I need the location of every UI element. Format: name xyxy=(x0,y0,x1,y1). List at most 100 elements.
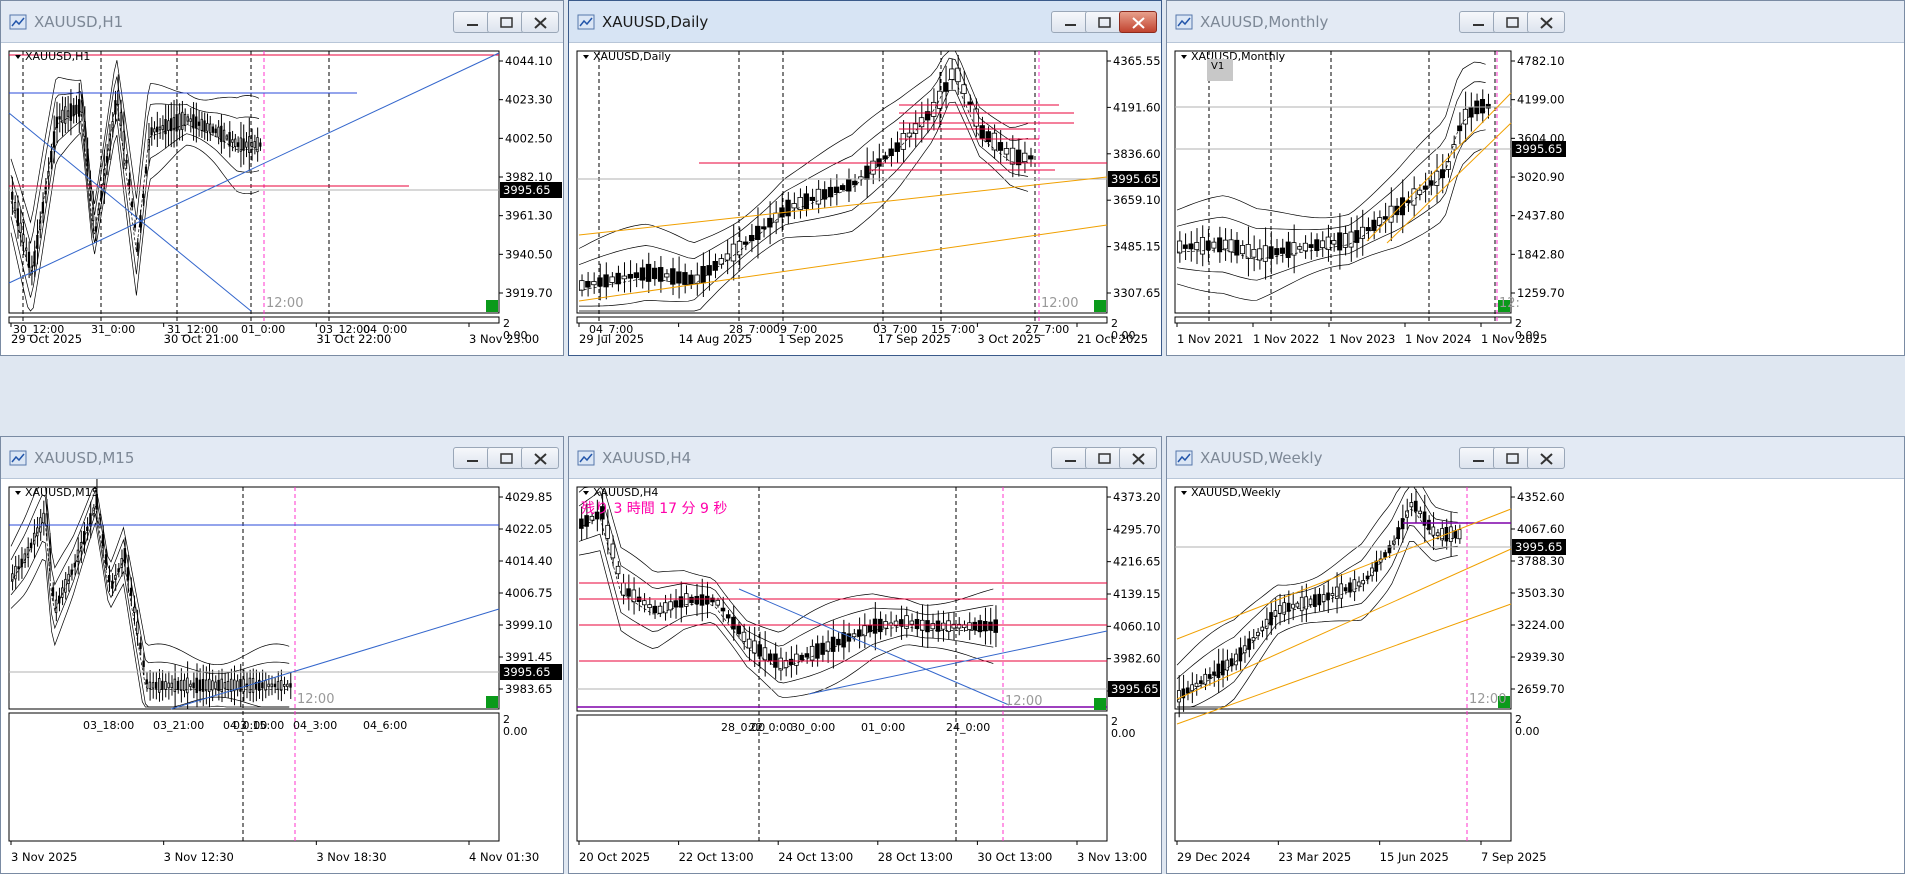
candle-body xyxy=(75,104,78,114)
chart-window-m15[interactable]: XAUUSD,M15 XAUUSD,M15 4029.85 4022.05 4014.… xyxy=(0,436,564,874)
candle-body xyxy=(615,565,621,575)
close-button[interactable] xyxy=(1119,11,1157,33)
maximize-button[interactable] xyxy=(487,447,525,469)
price-chart[interactable]: XAUUSD,M15 4029.85 4022.05 4014.40 4006.75 39… xyxy=(1,479,563,873)
candle-body xyxy=(55,116,58,129)
candle-body xyxy=(206,123,209,132)
candle-body xyxy=(579,280,585,291)
status-indicator xyxy=(486,300,498,312)
bid-price-label: 3995.65 xyxy=(1515,142,1563,156)
close-button[interactable] xyxy=(1527,447,1565,469)
y-tick-label: 2939.30 xyxy=(1517,650,1565,664)
candle-body xyxy=(741,631,747,642)
candle-body xyxy=(1217,237,1223,253)
status-indicator xyxy=(486,696,498,708)
candle-body xyxy=(133,606,136,613)
candle-body xyxy=(200,118,203,131)
maximize-button[interactable] xyxy=(1085,447,1123,469)
candle-body xyxy=(730,243,737,262)
candle-body xyxy=(906,132,913,138)
candle-body xyxy=(1411,188,1417,206)
session-timer-label: 12:00 xyxy=(266,296,303,311)
candle-body xyxy=(742,241,749,245)
candle-body xyxy=(1203,673,1208,685)
candle-body xyxy=(1228,239,1234,253)
subwindow-scale-label: 2 xyxy=(1111,317,1118,330)
bollinger-band xyxy=(1176,81,1486,231)
candle-body xyxy=(1199,237,1205,255)
price-chart[interactable]: XAUUSD,H1 4044.10 4023.30 4002.50 3982.10 396… xyxy=(1,43,563,355)
candle-body xyxy=(1177,240,1183,254)
close-button[interactable] xyxy=(521,447,559,469)
price-chart[interactable]: XAUUSD,Weekly 4352.60 4067.60 3788.30 3503.3… xyxy=(1167,479,1567,873)
chart-window-weekly[interactable]: XAUUSD,Weekly XAUUSD,Weekly 4352.60 4067.6… xyxy=(1166,436,1905,874)
candle-body xyxy=(682,272,688,285)
window-title: XAUUSD,Weekly xyxy=(1200,449,1323,467)
candle-body xyxy=(778,657,783,671)
moving-average xyxy=(1176,508,1458,701)
chart-window-monthly[interactable]: XAUUSD,Monthly XAUUSD,Monthly V1 4782.10 41… xyxy=(1166,0,1905,356)
close-button[interactable] xyxy=(1119,447,1157,469)
candle-body xyxy=(1331,240,1337,245)
minimize-button[interactable] xyxy=(1459,11,1497,33)
candle-body xyxy=(584,515,589,527)
minimize-button[interactable] xyxy=(1051,11,1089,33)
titlebar[interactable]: XAUUSD,Weekly xyxy=(1167,437,1904,479)
y-tick-label: 3940.50 xyxy=(505,247,553,261)
titlebar[interactable]: XAUUSD,H4 xyxy=(569,437,1161,479)
candle-body xyxy=(1348,231,1354,248)
maximize-button[interactable] xyxy=(1493,11,1531,33)
x-tick-label: 20 Oct 2025 xyxy=(579,850,650,864)
minimize-button[interactable] xyxy=(453,11,491,33)
minimize-button[interactable] xyxy=(453,447,491,469)
candle-body xyxy=(1234,653,1238,666)
chart-window-h4[interactable]: XAUUSD,H4 XAUUSD,H4 残り 3 時間 17 分 9 秒 4373.… xyxy=(568,436,1162,874)
maximize-button[interactable] xyxy=(1085,11,1123,33)
titlebar[interactable]: XAUUSD,Monthly xyxy=(1167,1,1904,43)
candle-body xyxy=(1405,200,1411,204)
chart-window-h1[interactable]: XAUUSD,H1 XAUUSD,H1 4044.10 4023.30 4002.50… xyxy=(0,0,564,356)
price-chart[interactable]: XAUUSD,Daily 4365.55 4191.60 3836.60 3659.10… xyxy=(569,43,1161,355)
candle-body xyxy=(827,186,834,198)
candle-body xyxy=(51,587,55,597)
candle-body xyxy=(117,90,120,105)
close-button[interactable] xyxy=(521,11,559,33)
candle-body xyxy=(176,680,180,690)
candle-body xyxy=(864,165,870,180)
candle-body xyxy=(862,625,867,637)
subwindow-zero-label: 0.00 xyxy=(1111,329,1136,342)
candle-body xyxy=(128,179,131,187)
chart-window-icon xyxy=(9,450,27,466)
channel-line xyxy=(1366,92,1512,242)
candle-body xyxy=(25,247,28,251)
candle-body xyxy=(1234,239,1240,256)
candle-body xyxy=(233,679,236,692)
candle-body xyxy=(967,622,972,630)
candle-body xyxy=(1431,526,1436,536)
channel-line xyxy=(578,224,1108,302)
price-chart[interactable]: XAUUSD,H4 残り 3 時間 17 分 9 秒 4373.20 4295.70 4… xyxy=(569,479,1161,873)
candle-body xyxy=(239,679,242,692)
candle-body xyxy=(1352,579,1357,593)
candle-body xyxy=(77,99,81,117)
bid-price-box xyxy=(1108,681,1160,697)
titlebar[interactable]: XAUUSD,Daily xyxy=(569,1,1161,43)
candle-body xyxy=(161,680,164,690)
window-title: XAUUSD,Monthly xyxy=(1200,13,1329,31)
candle-body xyxy=(217,679,220,691)
maximize-button[interactable] xyxy=(1493,447,1531,469)
bollinger-band xyxy=(578,50,1029,249)
titlebar[interactable]: XAUUSD,H1 xyxy=(1,1,563,43)
maximize-button[interactable] xyxy=(487,11,525,33)
titlebar[interactable]: XAUUSD,M15 xyxy=(1,437,563,479)
y-tick-label: 4067.60 xyxy=(1517,522,1565,536)
x-tick-label: 4 Nov 01:30 xyxy=(469,850,539,864)
minimize-button[interactable] xyxy=(1051,447,1089,469)
y-tick-label: 3991.45 xyxy=(505,650,553,664)
minimize-button[interactable] xyxy=(1459,447,1497,469)
candle-body xyxy=(642,600,647,606)
close-button[interactable] xyxy=(1527,11,1565,33)
candle-body xyxy=(170,682,173,689)
chart-window-daily[interactable]: XAUUSD,Daily XAUUSD,Daily 4365.55 4191.60 3… xyxy=(568,0,1162,356)
